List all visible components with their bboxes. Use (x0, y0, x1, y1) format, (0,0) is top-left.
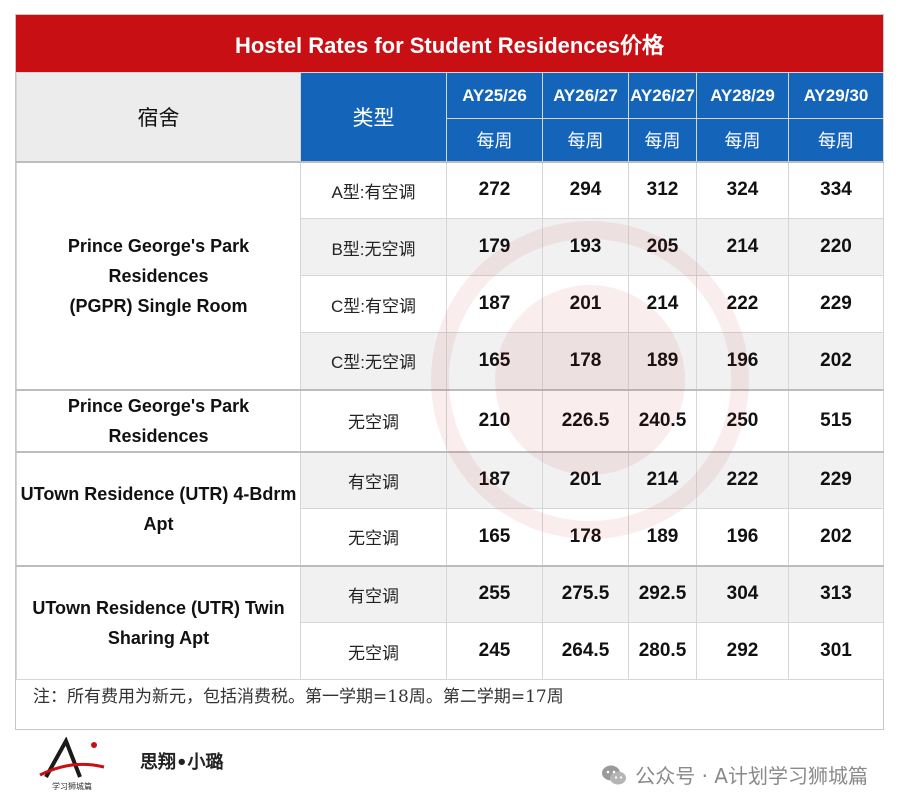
dorm-name-line: UTown Residence (UTR) 4-Bdrm (20, 483, 297, 504)
wechat-icon (602, 765, 627, 784)
per-week-header: 每周 (696, 118, 789, 162)
rate-cell: 189 (628, 332, 697, 390)
rate-cell: 222 (696, 450, 789, 509)
rate-cell: 189 (628, 508, 697, 566)
room-type-cell: C型:无空调 (300, 332, 447, 390)
wechat-watermark: 公众号 · A计划学习狮城篇 (601, 760, 868, 789)
rate-cell: 312 (628, 160, 697, 219)
rate-cell: 202 (788, 508, 884, 566)
dorm-name-line: Prince George's Park (67, 395, 250, 416)
rates-table: 宿舍 类型 AY25/26 AY26/27 AY26/27 AY28/29 AY… (16, 72, 884, 680)
footnote: 注：所有费用为新元，包括消费税。第一学期=18周。第二学期=17周 (33, 687, 564, 707)
rate-cell: 292.5 (628, 564, 697, 623)
type-column-header: 类型 (300, 72, 447, 162)
rate-cell: 205 (628, 218, 697, 276)
table-row: UTown Residence (UTR) 4-Bdrm Apt 有空调 187… (16, 450, 884, 566)
dorm-name-cell: Prince George's Park Residences (PGPR) S… (16, 160, 301, 390)
dorm-name-line: Residences (108, 265, 209, 286)
rate-cell: 214 (628, 450, 697, 509)
dorm-name-line: Apt (143, 513, 174, 534)
rate-cell: 187 (446, 450, 543, 509)
rate-cell: 214 (696, 218, 789, 276)
room-type-cell: 无空调 (300, 388, 447, 452)
rate-cell: 255 (446, 564, 543, 623)
rate-cell: 280.5 (628, 622, 697, 680)
dorm-name-cell: Prince George's Park Residences (16, 388, 301, 452)
year-header: AY25/26 (446, 72, 543, 119)
rates-panel: Hostel Rates for Student Residences价格 宿舍… (15, 14, 884, 730)
dorm-name-line: Prince George's Park (67, 235, 250, 256)
dorm-name-cell: UTown Residence (UTR) 4-Bdrm Apt (16, 450, 301, 566)
rate-cell: 222 (696, 275, 789, 333)
rate-cell: 272 (446, 160, 543, 219)
dorm-name-line: Sharing Apt (107, 627, 210, 648)
year-header: AY29/30 (788, 72, 884, 119)
rate-cell: 229 (788, 450, 884, 509)
year-header: AY26/27 (542, 72, 629, 119)
rate-cell: 240.5 (628, 388, 697, 452)
rate-cell: 226.5 (542, 388, 629, 452)
rate-cell: 292 (696, 622, 789, 680)
rate-cell: 324 (696, 160, 789, 219)
rate-cell: 165 (446, 508, 543, 566)
rate-cell: 220 (788, 218, 884, 276)
rate-cell: 179 (446, 218, 543, 276)
rate-cell: 275.5 (542, 564, 629, 623)
dorm-name-line: UTown Residence (UTR) Twin (32, 597, 285, 618)
dorm-column-header: 宿舍 (16, 72, 301, 162)
room-type-cell: A型:有空调 (300, 160, 447, 219)
rate-cell: 201 (542, 275, 629, 333)
per-week-header: 每周 (446, 118, 543, 162)
dorm-name-cell: UTown Residence (UTR) Twin Sharing Apt (16, 564, 301, 680)
room-type-cell: 无空调 (300, 508, 447, 566)
per-week-header: 每周 (788, 118, 884, 162)
table-row: Prince George's Park Residences (PGPR) S… (16, 160, 884, 390)
rate-cell: 201 (542, 450, 629, 509)
rate-cell: 210 (446, 388, 543, 452)
year-header: AY28/29 (696, 72, 789, 119)
table-row: B型:无空调 179 193 205 214 220 (17, 218, 884, 276)
dorm-name-line: Residences (108, 425, 209, 446)
rate-cell: 250 (696, 388, 789, 452)
table-row: 无空调 165 178 189 196 202 (17, 508, 884, 566)
rate-cell: 187 (446, 275, 543, 333)
rate-cell: 165 (446, 332, 543, 390)
table-row: C型:无空调 165 178 189 196 202 (17, 332, 884, 390)
rate-cell: 334 (788, 160, 884, 219)
logo-text: 学习狮城篇 (52, 781, 92, 791)
room-type-cell: 有空调 (300, 564, 447, 623)
rate-cell: 202 (788, 332, 884, 390)
author-signature: 思翔•小璐 (140, 752, 224, 773)
table-row: 无空调 245 264.5 280.5 292 301 (17, 622, 884, 680)
brand-logo: 学习狮城篇 (36, 736, 108, 791)
year-header: AY26/27 (628, 72, 697, 119)
rate-cell: 304 (696, 564, 789, 623)
rate-cell: 178 (542, 332, 629, 390)
watermark-text: 公众号 · A计划学习狮城篇 (635, 764, 868, 788)
rate-cell: 515 (788, 388, 884, 452)
rate-cell: 178 (542, 508, 629, 566)
rate-cell: 196 (696, 332, 789, 390)
rate-cell: 301 (788, 622, 884, 680)
room-type-cell: C型:有空调 (300, 275, 447, 333)
per-week-header: 每周 (628, 118, 697, 162)
rate-cell: 264.5 (542, 622, 629, 680)
room-type-cell: B型:无空调 (300, 218, 447, 276)
rate-cell: 214 (628, 275, 697, 333)
logo-a-icon: 学习狮城篇 (39, 736, 105, 791)
table-row: C型:有空调 187 201 214 222 229 (17, 275, 884, 333)
dorm-name-line: (PGPR) Single Room (69, 295, 248, 316)
room-type-cell: 有空调 (300, 450, 447, 509)
per-week-header: 每周 (542, 118, 629, 162)
table-row: UTown Residence (UTR) Twin Sharing Apt 有… (16, 564, 884, 680)
table-row: Prince George's Park Residences 无空调 210 … (16, 388, 884, 452)
rate-cell: 196 (696, 508, 789, 566)
rate-cell: 229 (788, 275, 884, 333)
rate-cell: 313 (788, 564, 884, 623)
table-title: Hostel Rates for Student Residences价格 (16, 15, 883, 72)
rate-cell: 294 (542, 160, 629, 219)
room-type-cell: 无空调 (300, 622, 447, 680)
rate-cell: 193 (542, 218, 629, 276)
rate-cell: 245 (446, 622, 543, 680)
